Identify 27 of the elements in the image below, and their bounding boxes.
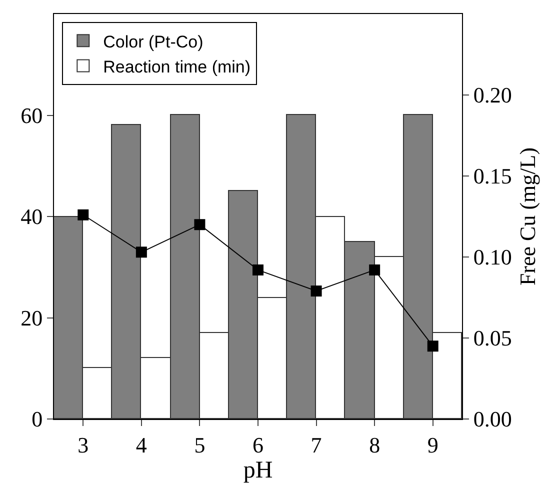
y-tick-label: 20 xyxy=(20,305,43,330)
legend-label: Reaction time (min) xyxy=(103,57,251,76)
y2-tick-label: 0.20 xyxy=(473,82,512,108)
point xyxy=(427,340,438,352)
y2-tick-label: 0.00 xyxy=(473,406,512,432)
point xyxy=(252,264,264,276)
x-tick-label: 8 xyxy=(369,432,380,458)
point xyxy=(136,246,147,258)
point xyxy=(194,219,206,230)
point xyxy=(369,264,380,276)
x-tick-label: 7 xyxy=(310,432,322,458)
point xyxy=(310,286,322,297)
y2-axis-title: Free Cu (mg/L) xyxy=(514,147,540,286)
x-axis-title: pH xyxy=(243,458,273,484)
legend-label: Color (Pt-Co) xyxy=(103,32,204,52)
x-tick-label: 6 xyxy=(252,432,264,458)
point xyxy=(78,209,89,220)
x-tick-label: 3 xyxy=(78,432,89,458)
y2-tick-label: 0.15 xyxy=(473,164,512,189)
y2-tick-label: 0.10 xyxy=(473,244,512,270)
y-tick-label: 0 xyxy=(32,406,43,432)
y-tick-label: 40 xyxy=(20,204,43,230)
x-tick-label: 5 xyxy=(194,432,206,458)
y2-tick-label: 0.05 xyxy=(473,326,512,351)
y-tick-label: 60 xyxy=(20,102,43,128)
x-tick-label: 9 xyxy=(427,432,438,458)
x-tick-label: 4 xyxy=(136,432,147,458)
